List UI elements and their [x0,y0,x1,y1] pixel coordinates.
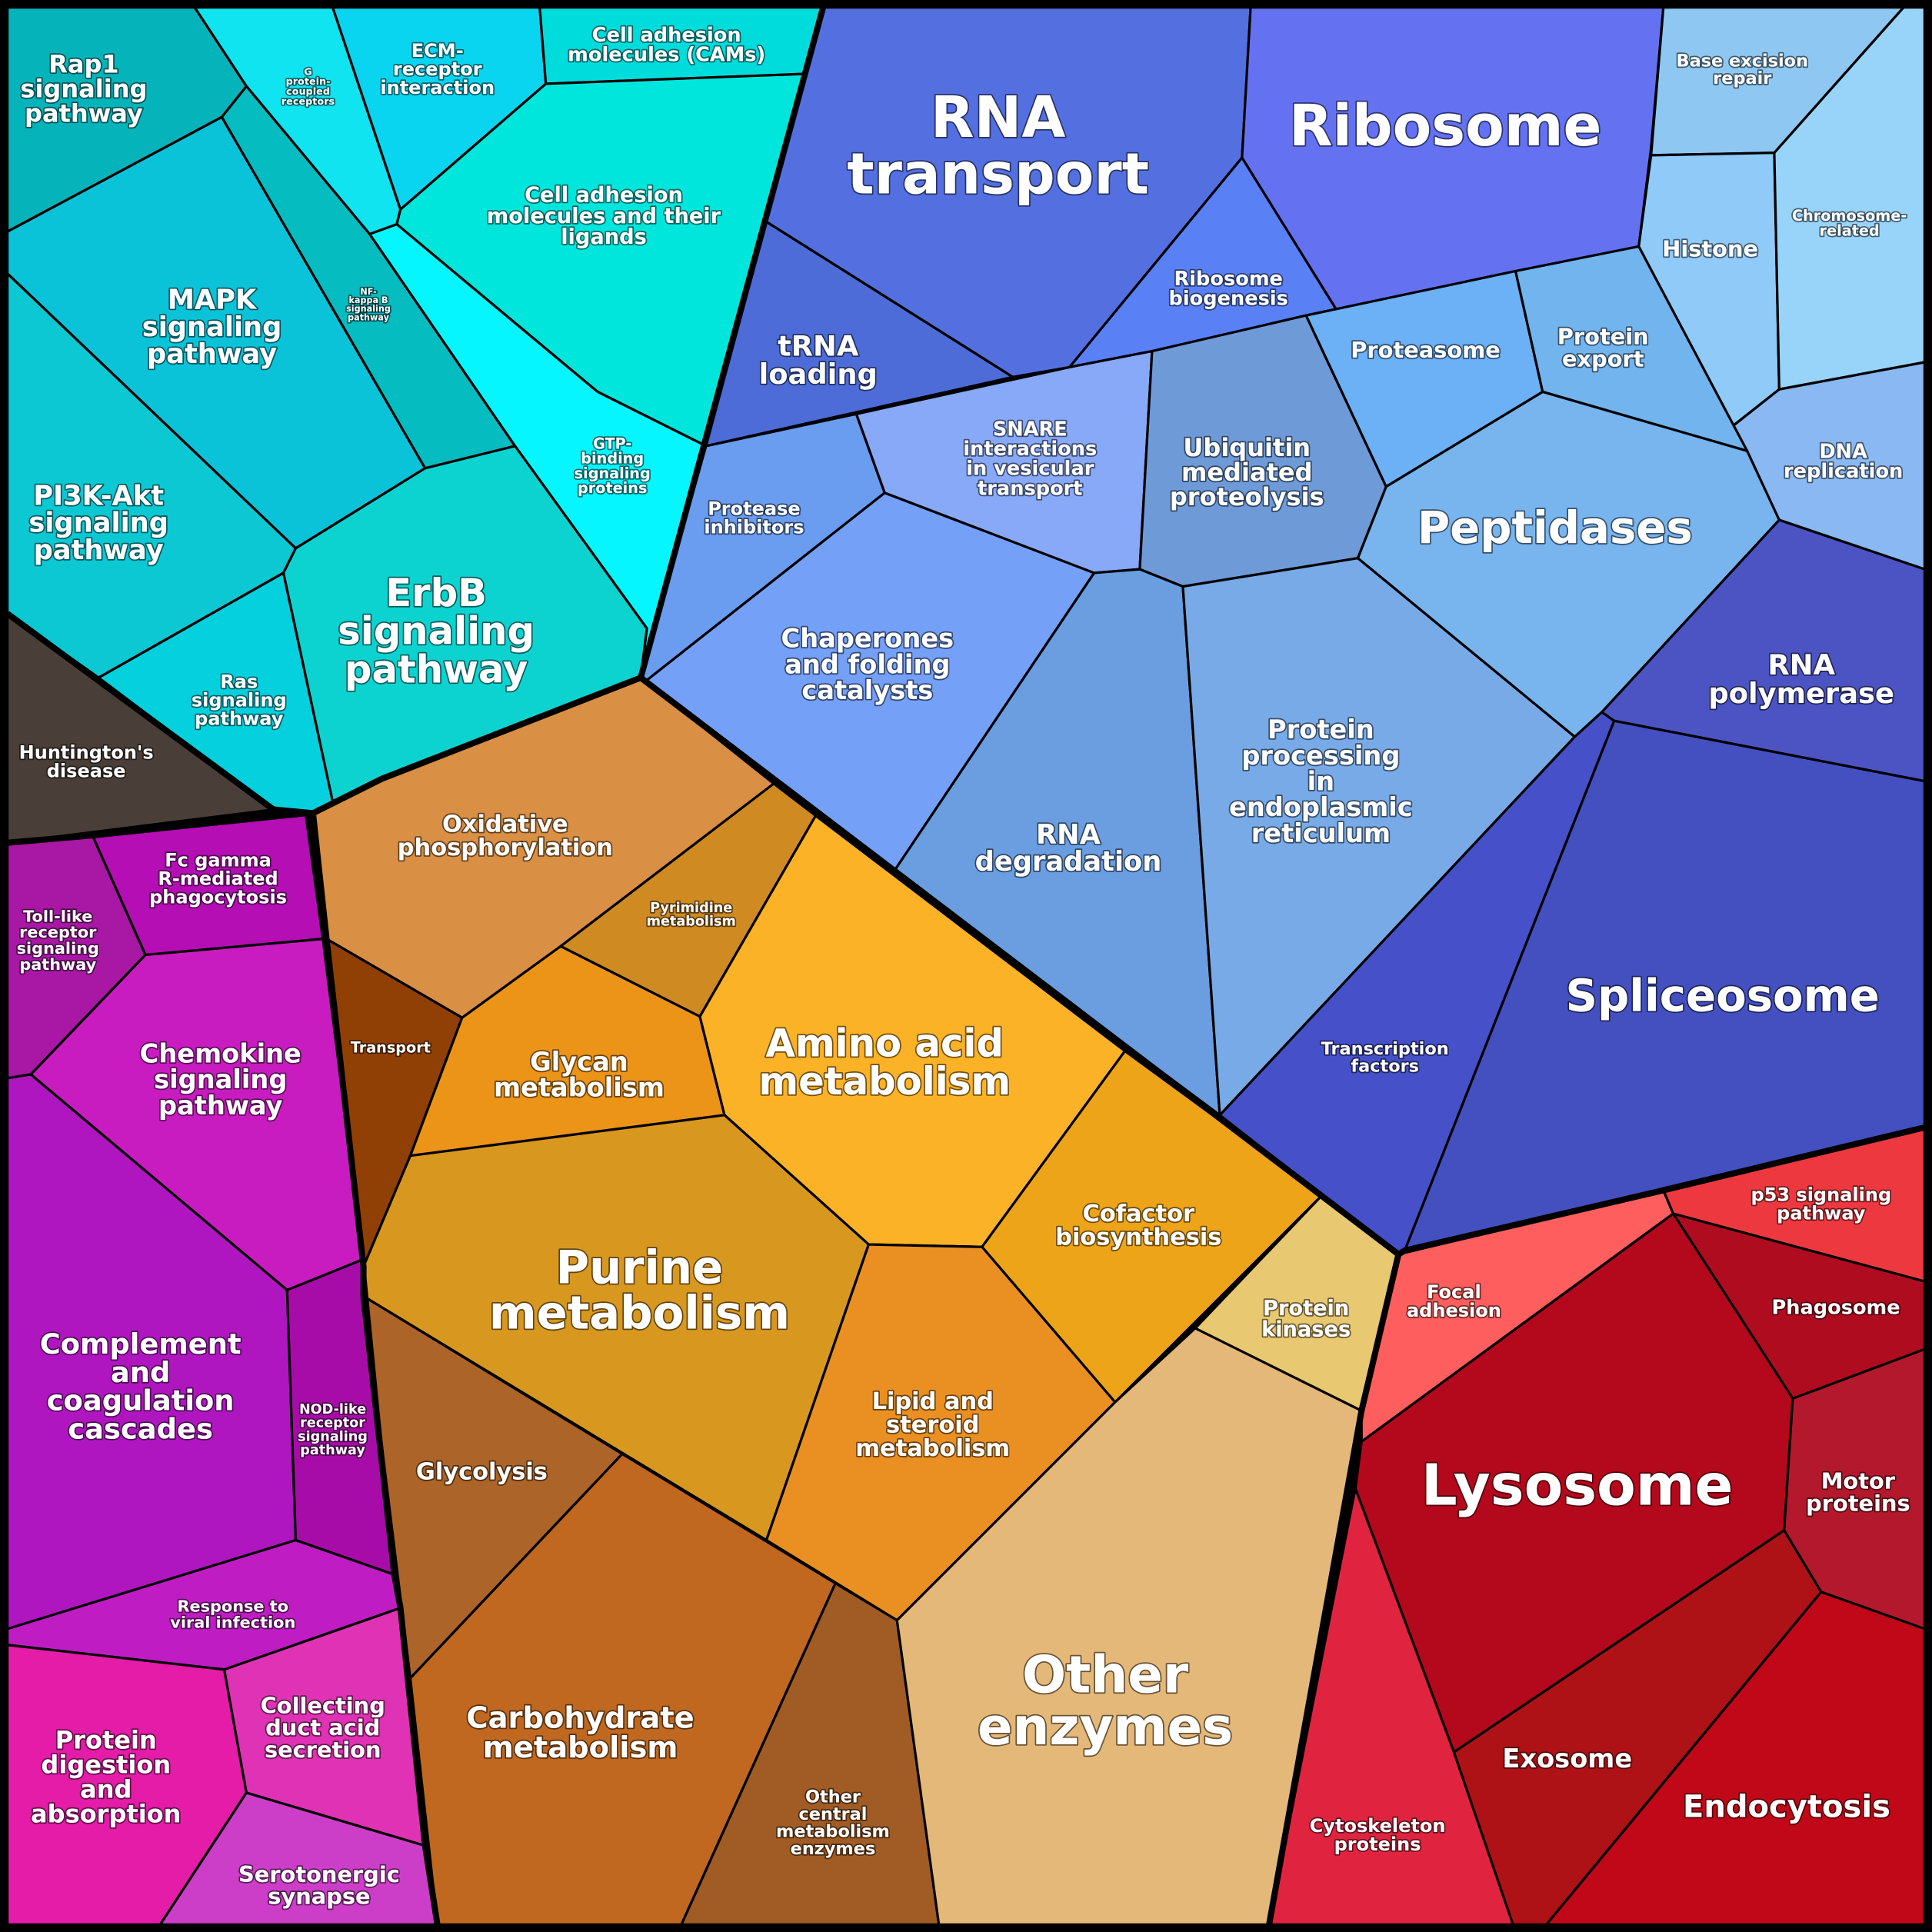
label-spliceosome: Spliceosome [1565,970,1879,1022]
label-nod-like-receptor-signaling-pathway: NOD-like receptor signaling pathway [298,1402,368,1458]
label-other-central-metabolism-enzymes: Other central metabolism enzymes [776,1787,890,1859]
label-base-excision-repair: Base excision repair [1677,51,1809,88]
label-protease-inhibitors: Protease inhibitors [704,498,804,538]
label-erbb-signaling-pathway: ErbB signaling pathway [338,571,535,691]
label-glycolysis: Glycolysis [416,1458,548,1485]
label-complement-and-coagulation-cascades: Complement and coagulation cascades [40,1327,242,1446]
label-protein-kinases: Protein kinases [1261,1297,1351,1341]
label-snare-interactions-in-vesicular-transport: SNARE interactions in vesicular transport [963,418,1097,500]
label-ras-signaling-pathway: Ras signaling pathway [192,671,287,729]
group-border [7,810,441,1926]
label-rna-transport: RNA transport [847,85,1149,208]
label-motor-proteins: Motor proteins [1806,1468,1910,1517]
label-p53-signaling-pathway: p53 signaling pathway [1750,1184,1891,1224]
label-lysosome: Lysosome [1421,1453,1734,1518]
label-glycan-metabolism: Glycan metabolism [494,1047,665,1103]
label-exosome: Exosome [1502,1744,1632,1774]
group-border [638,675,1926,1257]
label-cytoskeleton-proteins: Cytoskeleton proteins [1310,1815,1446,1855]
label-amino-acid-metabolism: Amino acid metabolism [758,1021,1011,1104]
label-lipid-and-steroid-metabolism: Lipid and steroid metabolism [855,1388,1010,1462]
label-cell-adhesion-molecules-and-their-ligands: Cell adhesion molecules and their ligands [487,184,721,249]
label-rap1-signaling-pathway: Rap1 signaling pathway [20,50,147,128]
label-mapk-signaling-pathway: MAPK signaling pathway [142,285,282,370]
group-border [5,6,827,817]
label-chaperones-and-folding-catalysts: Chaperones and folding catalysts [781,624,954,705]
label-phagosome: Phagosome [1771,1297,1900,1320]
label-response-to-viral-infection: Response to viral infection [170,1597,295,1632]
label-purine-metabolism: Purine metabolism [489,1241,790,1339]
label-endocytosis: Endocytosis [1683,1790,1890,1825]
label-protein-processing-in-endoplasmic-reticulum: Protein processing in endoplasmic reticulum [1229,715,1413,848]
group-border [1266,1253,1402,1926]
label-cofactor-biosynthesis: Cofactor biosynthesis [1055,1201,1221,1251]
label-focal-adhesion: Focal adhesion [1407,1281,1501,1321]
label-rna-polymerase: RNA polymerase [1708,648,1894,710]
label-oxidative-phosphorylation: Oxidative phosphorylation [398,811,613,861]
label-dna-replication: DNA replication [1784,440,1903,483]
label-ribosome-biogenesis: Ribosome biogenesis [1169,268,1288,311]
label-pi3k-akt-signaling-pathway: PI3K-Akt signaling pathway [28,480,168,565]
label-other-enzymes: Other enzymes [978,1645,1233,1757]
label-histone: Histone [1662,236,1758,262]
label-peptidases: Peptidases [1417,501,1693,554]
cells-layer [6,6,1926,1926]
label-protein-digestion-and-absorption: Protein digestion and absorption [31,1725,181,1828]
label-protein-export: Protein export [1557,323,1649,371]
label-ribosome: Ribosome [1289,94,1602,159]
label-trna-loading: tRNA loading [759,329,878,391]
label-serotonergic-synapse: Serotonergic synapse [238,1861,400,1910]
label-ubiquitin-mediated-proteolysis: Ubiquitin mediated proteolysis [1170,433,1324,511]
label-transcription-factors: Transcription factors [1321,1039,1449,1076]
group-borders-layer [5,6,1926,1926]
label-collecting-duct-acid-secretion: Collecting duct acid secretion [261,1692,385,1763]
label-cell-adhesion-molecules-cams: Cell adhesion molecules (CAMs) [568,24,765,67]
label-rna-degradation: RNA degradation [975,819,1162,878]
label-transport: Transport [351,1038,431,1056]
label-proteasome: Proteasome [1351,337,1500,363]
label-huntington-s-disease: Huntington's disease [19,741,154,781]
label-gtp-binding-signaling-proteins: GTP-binding signaling proteins [575,435,651,497]
label-chemokine-signaling-pathway: Chemokine signaling pathway [140,1039,301,1121]
label-toll-like-receptor-signaling-pathway: Toll-like receptor signaling pathway [17,907,99,973]
label-pyrimidine-metabolism: Pyrimidine metabolism [647,901,736,930]
label-fc-gamma-r-mediated-phagocytosis: Fc gamma R-mediated phagocytosis [149,850,287,908]
label-carbohydrate-metabolism: Carbohydrate metabolism [466,1701,694,1765]
labels-layer: Rap1 signaling pathway G protein-coupled rece… [15,22,1912,1910]
label-ecm-receptor-interaction: ECM-receptor interaction [380,40,495,98]
label-chromosome-related: Chromosome-related [1792,207,1907,239]
